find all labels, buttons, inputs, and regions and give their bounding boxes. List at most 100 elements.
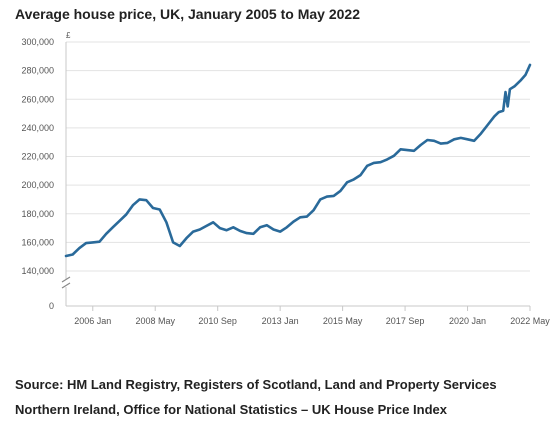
data-point	[225, 229, 228, 232]
data-point	[459, 136, 462, 139]
data-point	[379, 161, 382, 164]
data-point	[98, 240, 101, 243]
y-tick-label: 260,000	[21, 94, 54, 104]
data-point	[111, 226, 114, 229]
data-point	[165, 221, 168, 224]
data-point	[239, 229, 241, 232]
y-tick-label: 280,000	[21, 66, 54, 76]
data-point	[419, 144, 422, 146]
data-point	[91, 241, 94, 244]
data-point	[406, 149, 409, 152]
data-point	[502, 109, 505, 112]
data-point	[285, 226, 288, 229]
x-tick-label: 2020 Jan	[449, 316, 486, 326]
data-point	[259, 226, 262, 229]
data-point	[152, 207, 154, 209]
data-point	[413, 149, 415, 152]
line-chart: 0 140,000 160,000 180,000 200,000 220,000 240,…	[21, 31, 550, 326]
data-point	[105, 232, 108, 235]
x-tick-label: 2006 Jan	[74, 316, 111, 326]
data-point	[433, 139, 436, 142]
data-point	[392, 154, 395, 157]
gridlines	[66, 41, 530, 307]
axis-break-mark	[61, 276, 71, 289]
data-point	[319, 198, 322, 201]
data-point	[78, 247, 81, 250]
data-point	[352, 178, 355, 181]
data-point	[372, 161, 375, 164]
data-point	[172, 241, 175, 244]
data-point	[453, 138, 456, 141]
data-point	[508, 88, 511, 91]
data-point	[245, 232, 248, 235]
data-point	[479, 132, 482, 135]
data-point	[473, 139, 476, 142]
data-point	[272, 228, 275, 231]
data-point	[486, 124, 489, 126]
data-point	[493, 115, 496, 118]
data-point	[506, 105, 509, 108]
x-axis: 2006 Jan 2008 May 2010 Sep 2013 Jan 2015 May…	[74, 306, 550, 326]
data-point	[359, 174, 362, 177]
data-point	[85, 242, 88, 245]
data-point	[299, 216, 302, 219]
data-point	[252, 232, 255, 235]
data-point	[399, 148, 402, 151]
x-tick-label: 2010 Sep	[198, 316, 237, 326]
data-point	[145, 199, 148, 202]
data-point	[138, 198, 141, 201]
data-point	[497, 111, 500, 114]
data-point	[466, 138, 469, 141]
data-point	[118, 219, 121, 222]
data-point	[192, 230, 195, 233]
y-tick-label: 160,000	[21, 237, 54, 247]
data-point	[386, 158, 389, 161]
data-point	[292, 220, 295, 223]
y-tick-label: 0	[49, 301, 54, 311]
data-point	[520, 78, 523, 81]
data-point	[158, 208, 161, 211]
source-note: Source: HM Land Registry, Registers of S…	[15, 377, 497, 417]
data-point	[312, 209, 315, 212]
data-point	[426, 139, 429, 141]
data-point	[198, 228, 201, 231]
data-point	[65, 255, 67, 257]
data-point	[279, 230, 282, 233]
x-tick-label: 2017 Sep	[386, 316, 425, 326]
data-point	[446, 141, 449, 144]
x-tick-label: 2013 Jan	[262, 316, 299, 326]
data-point	[504, 91, 507, 94]
x-tick-label: 2022 May	[510, 316, 550, 326]
data-point	[366, 164, 369, 167]
data-point	[232, 226, 235, 229]
y-tick-label: 240,000	[21, 123, 54, 133]
data-point	[305, 215, 308, 218]
data-point	[513, 85, 516, 88]
y-axis: 0 140,000 160,000 180,000 200,000 220,000 240,…	[21, 31, 71, 311]
y-unit-label: £	[66, 31, 71, 40]
y-tick-label: 180,000	[21, 209, 54, 219]
data-point	[346, 181, 349, 184]
data-point	[205, 224, 208, 227]
y-tick-label: 200,000	[21, 180, 54, 190]
data-point	[339, 189, 342, 192]
data-point	[529, 63, 531, 66]
y-tick-label: 300,000	[21, 37, 54, 47]
data-point	[332, 194, 335, 197]
x-tick-label: 2015 May	[323, 316, 363, 326]
data-point	[125, 213, 128, 216]
y-tick-label: 220,000	[21, 152, 54, 162]
data-point	[178, 245, 181, 247]
data-point	[212, 221, 215, 224]
series	[64, 63, 532, 258]
series-line	[64, 63, 532, 258]
data-point	[71, 253, 74, 256]
data-point	[131, 204, 134, 207]
data-point	[218, 227, 221, 230]
data-point	[326, 195, 328, 198]
x-tick-label: 2008 May	[135, 316, 175, 326]
y-tick-label: 140,000	[21, 266, 54, 276]
data-point	[524, 73, 527, 76]
data-point	[185, 237, 188, 240]
data-point	[265, 224, 268, 227]
